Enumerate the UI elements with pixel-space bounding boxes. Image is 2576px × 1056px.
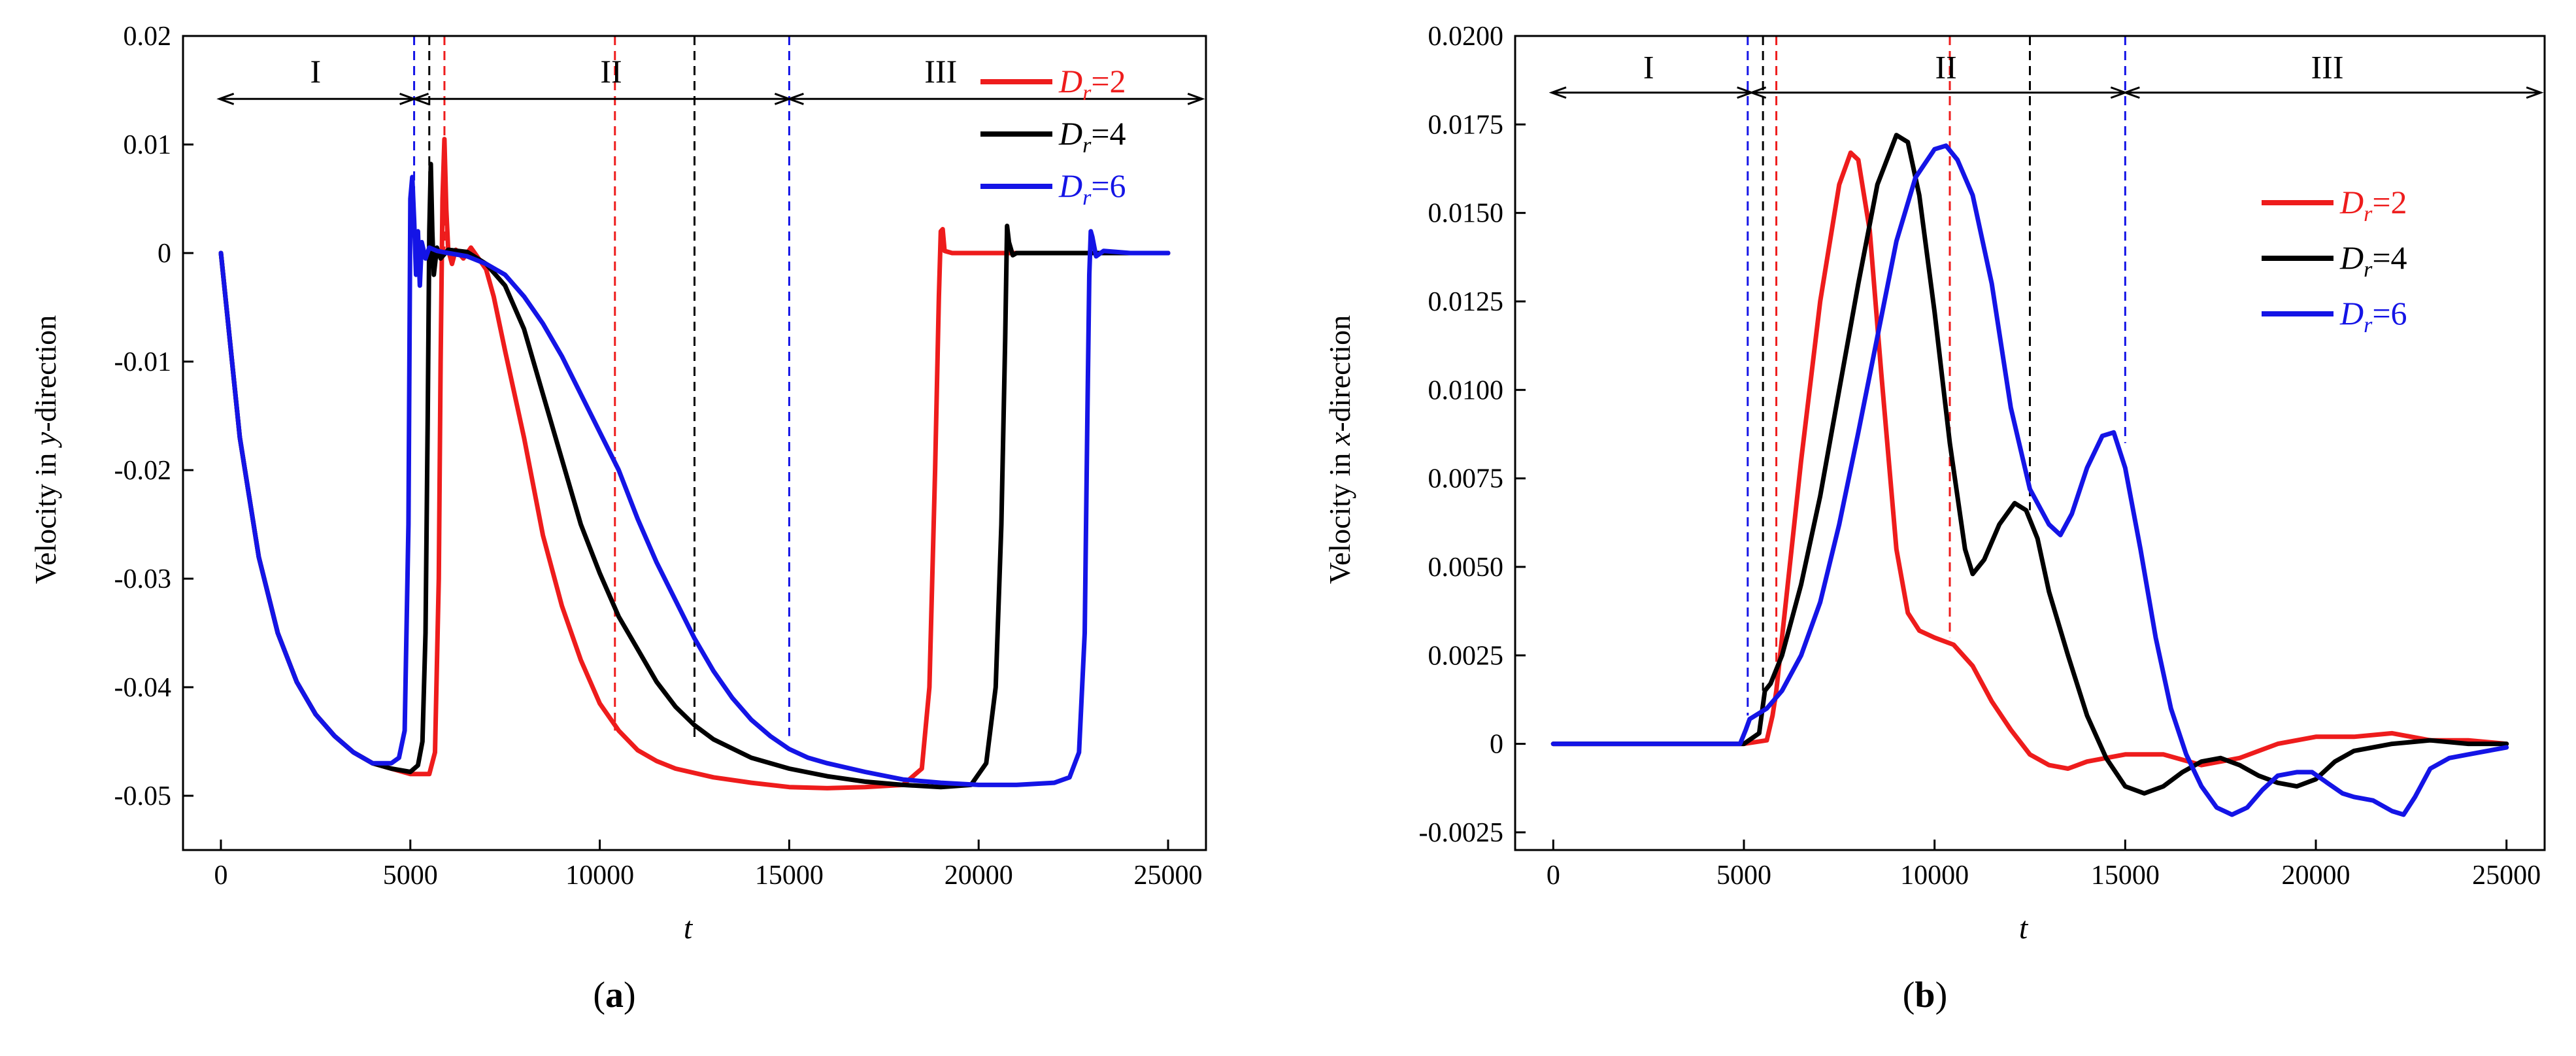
x-tick-label: 25000 xyxy=(1134,860,1203,891)
series-lines xyxy=(218,137,1171,791)
arrow-head-left xyxy=(411,92,429,105)
axis-ticks: 0 5000 10000 15000 20000 25000 -0.0025 0 0.0025 0… xyxy=(1419,22,2541,891)
y-tick-label: 0 xyxy=(158,239,171,269)
x-tick-label: 15000 xyxy=(755,860,824,891)
x-tick-label: 10000 xyxy=(1900,860,1969,891)
y-tick-label: -0.02 xyxy=(114,456,172,486)
y-tick-label: -0.05 xyxy=(114,781,172,811)
x-tick-label: 10000 xyxy=(565,860,634,891)
y-axis-label: Velocity in y-direction xyxy=(29,315,62,584)
arrow-head-right xyxy=(2526,86,2544,99)
y-tick-label: 0.0175 xyxy=(1428,110,1504,140)
region-label: III xyxy=(924,53,957,90)
region-label: I xyxy=(310,53,322,90)
legend-label: Dr=4 xyxy=(1058,115,1126,158)
y-tick-label: 0.0025 xyxy=(1428,641,1504,671)
y-tick-label: 0.0100 xyxy=(1428,375,1504,405)
y-tick-label: 0.0200 xyxy=(1428,22,1504,52)
series-line-Dr=4 xyxy=(218,162,1171,790)
axis-ticks: 0 5000 10000 15000 20000 25000 -0.05 -0.04 -0.03… xyxy=(114,22,1203,891)
plot-frame xyxy=(1514,35,2546,851)
x-tick-label: 5000 xyxy=(1716,860,1771,891)
panel-label: (a) xyxy=(593,975,635,1015)
region-label: II xyxy=(600,53,622,90)
arrow-head-left xyxy=(216,92,235,105)
y-tick-label: 0.0075 xyxy=(1428,464,1504,494)
y-tick-label: -0.04 xyxy=(114,673,172,703)
legend: Dr=2 Dr=4 Dr=6 xyxy=(2262,184,2407,337)
arrow-head-left xyxy=(786,92,804,105)
x-axis-label: t xyxy=(2019,911,2029,945)
series-line-Dr=4 xyxy=(1550,133,2509,796)
phase-regions: I II III xyxy=(216,53,1205,105)
y-tick-label: 0.01 xyxy=(124,130,172,160)
phase-regions: I II III xyxy=(1548,49,2544,99)
plot-frame xyxy=(182,35,1207,851)
legend-label: Dr=6 xyxy=(1058,167,1126,210)
y-axis-label: Velocity in x-direction xyxy=(1323,315,1356,584)
region-label: I xyxy=(1643,49,1654,86)
legend: Dr=2 Dr=4 Dr=6 xyxy=(980,63,1126,210)
x-tick-label: 15000 xyxy=(2091,860,2160,891)
y-tick-label: 0.0050 xyxy=(1428,553,1504,583)
series-line-Dr=6 xyxy=(1550,143,2509,817)
arrow-head-left xyxy=(1748,86,1767,99)
x-tick-label: 0 xyxy=(214,860,227,891)
arrow-head-left xyxy=(2122,86,2140,99)
legend-label: Dr=4 xyxy=(2339,239,2407,282)
series-line-Dr=6 xyxy=(218,175,1171,787)
x-tick-label: 0 xyxy=(1547,860,1560,891)
region-label: II xyxy=(1935,49,1957,86)
chart-panel-b: 0 5000 10000 15000 20000 25000 -0.0025 0 0.0025 0… xyxy=(1323,22,2546,1015)
y-tick-label: 0.02 xyxy=(124,22,172,52)
y-tick-label: 0.0150 xyxy=(1428,199,1504,229)
panel-label: (b) xyxy=(1903,975,1947,1015)
legend-label: Dr=6 xyxy=(2339,295,2407,337)
x-tick-label: 20000 xyxy=(2282,860,2350,891)
x-tick-label: 20000 xyxy=(945,860,1013,891)
x-tick-label: 5000 xyxy=(383,860,438,891)
arrow-head-right xyxy=(1187,92,1205,105)
y-tick-label: -0.01 xyxy=(114,347,172,377)
y-tick-label: 0.0125 xyxy=(1428,287,1504,317)
y-tick-label: 0 xyxy=(1490,730,1503,760)
arrow-head-left xyxy=(1548,86,1567,99)
legend-label: Dr=2 xyxy=(2339,184,2407,226)
phase-divider-lines xyxy=(1747,36,2126,716)
x-axis-label: t xyxy=(684,911,694,945)
series-line-Dr=2 xyxy=(1550,150,2509,771)
y-tick-label: -0.03 xyxy=(114,564,172,594)
legend-label: Dr=2 xyxy=(1058,63,1126,105)
x-tick-label: 25000 xyxy=(2472,860,2541,891)
y-tick-label: -0.0025 xyxy=(1419,818,1504,848)
series-lines xyxy=(1550,133,2509,817)
region-label: III xyxy=(2311,49,2344,86)
chart-panel-a: 0 5000 10000 15000 20000 25000 -0.05 -0.04 -0.03… xyxy=(29,22,1207,1015)
